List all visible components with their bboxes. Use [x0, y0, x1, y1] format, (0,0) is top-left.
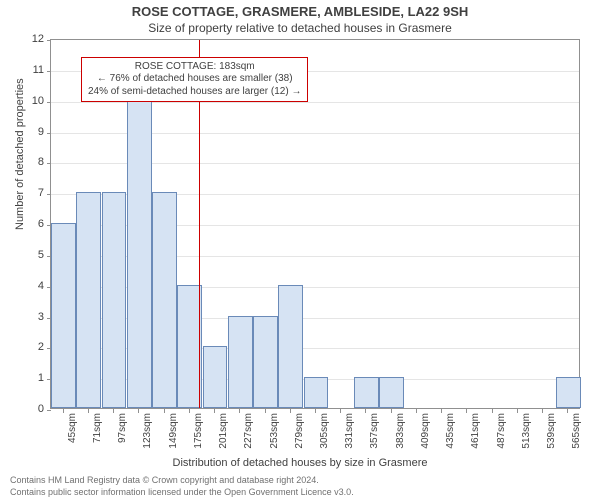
- x-tick: [365, 409, 366, 413]
- x-tick-label: 513sqm: [521, 413, 532, 449]
- annotation-line: ← 76% of detached houses are smaller (38…: [88, 73, 301, 86]
- bar: [354, 377, 379, 408]
- y-tick-label: 2: [14, 341, 44, 353]
- y-tick: [47, 133, 51, 134]
- x-tick: [416, 409, 417, 413]
- x-axis-title: Distribution of detached houses by size …: [0, 457, 600, 469]
- y-tick: [47, 71, 51, 72]
- x-tick: [214, 409, 215, 413]
- x-tick-label: 201sqm: [218, 413, 229, 449]
- x-tick: [63, 409, 64, 413]
- bar: [556, 377, 581, 408]
- x-tick-label: 71sqm: [92, 413, 103, 443]
- x-tick-label: 175sqm: [193, 413, 204, 449]
- x-tick: [567, 409, 568, 413]
- x-tick: [492, 409, 493, 413]
- bar: [127, 100, 152, 408]
- x-tick: [164, 409, 165, 413]
- footer-attribution: Contains HM Land Registry data © Crown c…: [0, 469, 600, 498]
- x-tick-label: 487sqm: [496, 413, 507, 449]
- bar: [253, 316, 278, 409]
- x-tick: [290, 409, 291, 413]
- y-tick: [47, 40, 51, 41]
- bar: [379, 377, 404, 408]
- x-tick-label: 539sqm: [546, 413, 557, 449]
- x-tick-label: 565sqm: [571, 413, 582, 449]
- y-tick-label: 5: [14, 249, 44, 261]
- x-tick: [391, 409, 392, 413]
- x-tick-label: 305sqm: [319, 413, 330, 449]
- y-tick-label: 3: [14, 311, 44, 323]
- page-title: ROSE COTTAGE, GRASMERE, AMBLESIDE, LA22 …: [0, 4, 600, 19]
- y-tick-label: 1: [14, 372, 44, 384]
- y-tick-label: 6: [14, 218, 44, 230]
- x-tick-label: 409sqm: [420, 413, 431, 449]
- x-tick-label: 253sqm: [269, 413, 280, 449]
- y-tick-label: 8: [14, 156, 44, 168]
- x-tick: [138, 409, 139, 413]
- x-tick-label: 331sqm: [344, 413, 355, 449]
- annotation-box: ROSE COTTAGE: 183sqm← 76% of detached ho…: [81, 57, 308, 103]
- y-tick-label: 10: [14, 95, 44, 107]
- annotation-line: ROSE COTTAGE: 183sqm: [88, 61, 301, 74]
- x-tick: [441, 409, 442, 413]
- chart-area: ROSE COTTAGE: 183sqm← 76% of detached ho…: [50, 39, 580, 409]
- x-tick: [517, 409, 518, 413]
- x-tick-label: 435sqm: [445, 413, 456, 449]
- footer-line: Contains public sector information licen…: [10, 487, 592, 499]
- x-tick: [88, 409, 89, 413]
- bar: [102, 192, 127, 408]
- y-tick-label: 11: [14, 64, 44, 76]
- y-tick: [47, 102, 51, 103]
- annotation-line: 24% of semi-detached houses are larger (…: [88, 86, 301, 99]
- y-tick: [47, 410, 51, 411]
- y-tick-label: 7: [14, 187, 44, 199]
- bar: [228, 316, 253, 409]
- x-tick: [542, 409, 543, 413]
- x-tick: [189, 409, 190, 413]
- x-tick-label: 461sqm: [470, 413, 481, 449]
- footer-line: Contains HM Land Registry data © Crown c…: [10, 475, 592, 487]
- bar: [203, 346, 228, 408]
- x-tick-label: 357sqm: [369, 413, 380, 449]
- x-tick-label: 279sqm: [294, 413, 305, 449]
- x-tick: [315, 409, 316, 413]
- x-tick-label: 123sqm: [142, 413, 153, 449]
- x-tick: [466, 409, 467, 413]
- y-tick-label: 9: [14, 126, 44, 138]
- x-tick-label: 97sqm: [117, 413, 128, 443]
- plot-area: ROSE COTTAGE: 183sqm← 76% of detached ho…: [50, 39, 580, 409]
- y-tick: [47, 194, 51, 195]
- x-tick: [113, 409, 114, 413]
- x-tick-label: 149sqm: [168, 413, 179, 449]
- x-tick: [340, 409, 341, 413]
- bar: [51, 223, 76, 408]
- y-tick: [47, 163, 51, 164]
- x-tick: [265, 409, 266, 413]
- x-tick-label: 383sqm: [395, 413, 406, 449]
- bar: [76, 192, 101, 408]
- y-tick-label: 4: [14, 280, 44, 292]
- y-tick-label: 0: [14, 403, 44, 415]
- x-tick-label: 227sqm: [243, 413, 254, 449]
- bar: [278, 285, 303, 408]
- page-subtitle: Size of property relative to detached ho…: [0, 21, 600, 35]
- bar: [152, 192, 177, 408]
- x-tick: [239, 409, 240, 413]
- bar: [304, 377, 329, 408]
- x-tick-label: 45sqm: [67, 413, 78, 443]
- y-tick-label: 12: [14, 33, 44, 45]
